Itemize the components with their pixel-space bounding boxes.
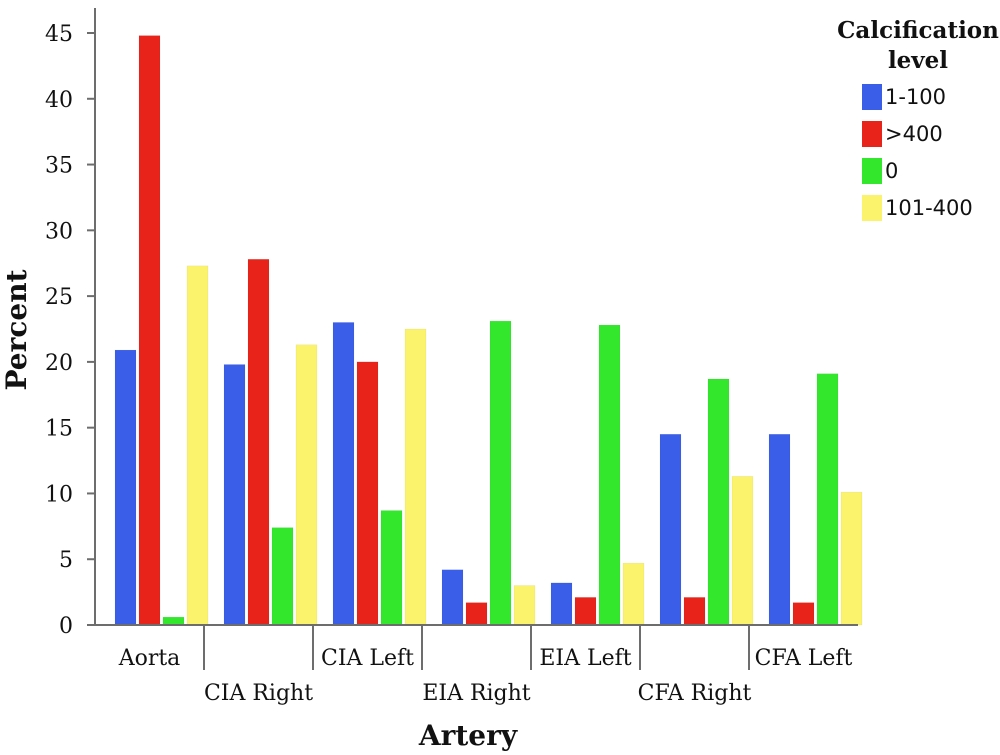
- bar-cia-right-0: [271, 527, 294, 626]
- y-ticks: 0 5 10 15 20 25 30 35 40 45: [45, 22, 95, 639]
- x-category-label: Aorta: [118, 646, 181, 671]
- bar-cfa-left-0: [816, 373, 839, 626]
- x-category-label: CFA Right: [638, 681, 752, 706]
- y-tick-label: 15: [45, 417, 73, 442]
- legend-title-line-1: Calcification: [837, 17, 999, 44]
- axes-layer: [94, 8, 858, 626]
- bar-cfa-left-1-100: [768, 433, 791, 626]
- bar-eia-right-0: [489, 320, 512, 626]
- bar-cia-left-1-100: [332, 322, 355, 626]
- legend-label: >400: [885, 122, 943, 146]
- y-tick-label: 25: [45, 285, 73, 310]
- x-axis-title: Artery: [418, 719, 518, 752]
- legend-swatch: [862, 195, 882, 221]
- bar-cia-left-101-400: [404, 328, 427, 626]
- x-category-label: CIA Right: [204, 681, 313, 706]
- y-tick-label: 45: [45, 22, 73, 47]
- x-category-label: EIA Right: [422, 681, 530, 706]
- bar-eia-left-101-400: [622, 562, 645, 626]
- legend-title-line-2: level: [888, 47, 948, 74]
- legend-swatch: [862, 158, 882, 184]
- y-tick-label: 30: [45, 219, 73, 244]
- bar-cfa-left-400: [792, 602, 815, 626]
- bar-cia-left-400: [356, 361, 379, 626]
- legend-swatch: [862, 121, 882, 147]
- legend: Calcification level 1-100 >400 0 101-400: [837, 17, 999, 221]
- bar-cia-right-101-400: [295, 344, 318, 626]
- bar-aorta-1-100: [114, 349, 137, 626]
- x-category-label: CIA Left: [321, 646, 414, 671]
- bar-eia-right-101-400: [513, 585, 536, 626]
- y-tick-label: 20: [45, 351, 73, 376]
- y-tick-label: 10: [45, 482, 73, 507]
- bar-aorta-101-400: [186, 265, 209, 626]
- bar-eia-right-1-100: [441, 569, 464, 626]
- bar-cfa-right-0: [707, 378, 730, 626]
- bar-eia-left-400: [574, 597, 597, 626]
- legend-label: 0: [885, 159, 898, 183]
- bar-cia-left-0: [380, 510, 403, 626]
- y-tick-label: 5: [59, 548, 73, 573]
- bar-cfa-right-1-100: [659, 433, 682, 626]
- legend-label: 101-400: [885, 196, 973, 220]
- x-category-label: EIA Left: [539, 646, 631, 671]
- legend-swatch: [862, 84, 882, 110]
- x-categories: Aorta CIA Right CIA Left EIA Right EIA Left C…: [118, 625, 853, 706]
- bar-cfa-right-400: [683, 597, 706, 626]
- legend-items: 1-100 >400 0 101-400: [862, 84, 973, 221]
- bar-eia-left-0: [598, 324, 621, 626]
- bar-eia-right-400: [465, 602, 488, 626]
- bar-aorta-400: [138, 35, 161, 626]
- bar-cfa-left-101-400: [840, 491, 863, 626]
- bar-cia-right-1-100: [223, 364, 246, 626]
- y-axis-title: Percent: [0, 269, 33, 390]
- bar-cia-right-400: [247, 259, 270, 626]
- bars-layer: [114, 35, 863, 626]
- bar-aorta-0: [162, 616, 185, 626]
- legend-label: 1-100: [885, 85, 946, 109]
- y-tick-label: 0: [59, 614, 73, 639]
- x-category-label: CFA Left: [755, 646, 853, 671]
- bar-eia-left-1-100: [550, 582, 573, 626]
- bar-cfa-right-101-400: [731, 476, 754, 626]
- y-tick-label: 35: [45, 154, 73, 179]
- y-tick-label: 40: [45, 88, 73, 113]
